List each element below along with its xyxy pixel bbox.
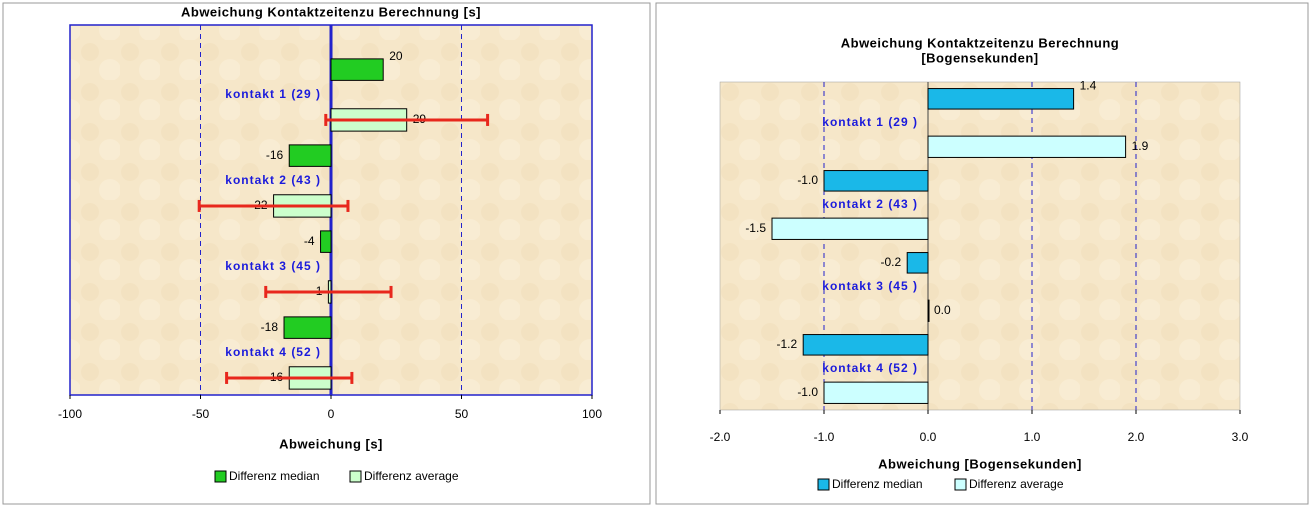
value-label: -0.2: [881, 255, 902, 269]
bar: [927, 88, 1075, 110]
value-label: -1.0: [797, 385, 818, 399]
x-tick-label: 0: [328, 407, 335, 421]
legend-swatch: [349, 470, 362, 483]
value-label: -1.2: [777, 337, 798, 351]
value-label: 20: [389, 49, 403, 63]
x-tick-label: -2.0: [710, 430, 731, 444]
x-tick-label: -50: [192, 407, 210, 421]
category-label: kontakt 1 (29 ): [822, 115, 918, 129]
value-label: -18: [261, 320, 279, 334]
value-label: -1.0: [797, 173, 818, 187]
value-label: -16: [266, 148, 284, 162]
legend-label: Differenz average: [364, 469, 459, 483]
legend-label: Differenz average: [969, 477, 1064, 491]
value-label: 1.4: [1080, 79, 1097, 93]
legend-swatch: [954, 478, 967, 491]
bar: [288, 144, 332, 167]
x-tick-label: 2.0: [1128, 430, 1145, 444]
legend-swatch: [817, 478, 830, 491]
bar: [823, 381, 929, 404]
legend-swatch: [214, 470, 227, 483]
bar: [927, 299, 930, 322]
x-tick-label: -100: [58, 407, 82, 421]
chart-title: Abweichung Kontaktzeitenzu Berechnung [s…: [181, 4, 481, 19]
x-tick-label: 50: [455, 407, 469, 421]
category-label: kontakt 3 (45 ): [822, 279, 918, 293]
bar: [927, 135, 1127, 158]
category-label: kontakt 2 (43 ): [822, 197, 918, 211]
x-tick-label: 3.0: [1232, 430, 1249, 444]
x-tick-label: -1.0: [814, 430, 835, 444]
category-label: kontakt 2 (43 ): [225, 173, 321, 187]
x-axis-label: Abweichung [s]: [279, 436, 383, 451]
value-label: 0.0: [934, 303, 951, 317]
bar: [771, 217, 929, 240]
bar: [906, 252, 929, 274]
x-tick-label: 1.0: [1024, 430, 1041, 444]
bar: [283, 316, 332, 339]
plot-area: [719, 81, 1241, 411]
value-label: 1.9: [1132, 139, 1149, 153]
x-tick-label: 0.0: [920, 430, 937, 444]
category-label: kontakt 1 (29 ): [225, 87, 321, 101]
x-axis-label: Abweichung [Bogensekunden]: [878, 456, 1082, 471]
chart-title: Abweichung Kontaktzeitenzu Berechnung: [841, 35, 1120, 50]
legend-label: Differenz median: [832, 477, 923, 491]
legend-label: Differenz median: [229, 469, 320, 483]
x-tick-label: 100: [582, 407, 602, 421]
bar: [823, 170, 929, 192]
value-label: -1.5: [745, 221, 766, 235]
chart-title: [Bogensekunden]: [921, 50, 1038, 65]
category-label: kontakt 4 (52 ): [822, 361, 918, 375]
category-label: kontakt 4 (52 ): [225, 345, 321, 359]
bar: [802, 334, 929, 356]
bar: [320, 230, 332, 253]
category-label: kontakt 3 (45 ): [225, 259, 321, 273]
bar: [330, 58, 384, 81]
value-label: -4: [304, 234, 315, 248]
